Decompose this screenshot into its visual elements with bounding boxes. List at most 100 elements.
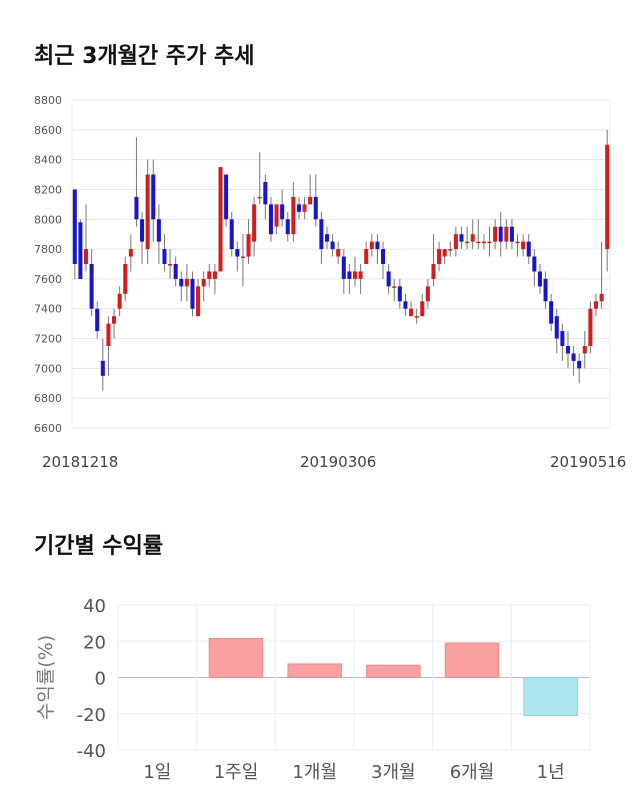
y-tick-label: 8200 — [34, 183, 62, 196]
candle-body — [397, 286, 402, 302]
candle-body — [420, 301, 425, 317]
y-tick-label: 20 — [83, 632, 106, 653]
x-tick-label: 3개월 — [371, 762, 416, 783]
candle-body — [184, 278, 189, 287]
y-tick-label: 8800 — [34, 94, 62, 107]
candle-body — [162, 249, 167, 264]
candle-body — [565, 346, 570, 354]
candle-body — [268, 204, 273, 235]
candle-body — [504, 226, 509, 242]
returns-bar-chart: 40 20 0 -20 -40 1일 1주일 1개월 3개월 6개월 1년 수익률(%) — [35, 596, 591, 783]
candle-body — [543, 278, 548, 302]
candle-body — [605, 144, 610, 250]
candle-body — [308, 196, 313, 205]
candle-body — [324, 234, 330, 242]
candle-body — [358, 271, 363, 279]
candle-body — [425, 286, 430, 302]
candle-body — [168, 264, 173, 266]
candle-body — [207, 271, 212, 279]
y-tick-label: -20 — [77, 705, 106, 726]
bar — [208, 638, 264, 678]
candle-body — [493, 226, 498, 242]
returns-title: 기간별 수익률 — [34, 534, 164, 559]
candle-body — [532, 256, 537, 272]
candle-body — [201, 278, 206, 287]
candle-body — [78, 222, 83, 279]
y-tick-label: 7200 — [34, 333, 62, 346]
candle-body — [190, 278, 195, 309]
candle-body — [381, 249, 386, 264]
y-tick-label: 7800 — [34, 243, 62, 256]
candle-body — [481, 241, 486, 244]
candle-body — [235, 249, 240, 257]
x-label-mid: 20190306 — [300, 453, 376, 471]
candle-body — [319, 219, 324, 250]
candle-body — [123, 264, 128, 294]
candle-body — [100, 360, 105, 376]
y-tick-label: 8600 — [34, 124, 62, 137]
bar-y-ticks: 40 20 0 -20 -40 — [77, 596, 106, 762]
candles — [72, 129, 610, 391]
candle-body — [515, 241, 520, 244]
candle-body — [257, 196, 262, 199]
y-tick-label: 7400 — [34, 303, 62, 316]
x-tick-label: 1일 — [143, 762, 171, 783]
candle-body — [599, 293, 604, 302]
candle-body — [369, 241, 374, 250]
candle-body — [89, 264, 94, 309]
candle-body — [582, 346, 587, 354]
candle-body — [151, 174, 156, 220]
candle-body — [313, 196, 318, 220]
candle-body — [560, 331, 565, 346]
price-trend-title: 최근 3개월간 주가 추세 — [34, 44, 255, 69]
candle-body — [285, 219, 290, 235]
candle-body — [554, 316, 559, 339]
candle-body — [577, 360, 582, 369]
candle-body — [330, 241, 335, 250]
candle-body — [336, 249, 341, 257]
candle-body — [470, 234, 475, 242]
candle-body — [537, 271, 542, 287]
candle-body — [240, 256, 245, 259]
y-axis-label: 수익률(%) — [35, 635, 57, 720]
candle-body — [448, 249, 453, 251]
candle-body — [117, 293, 122, 309]
y-tick-label: 6600 — [34, 422, 62, 435]
candle-body — [403, 301, 408, 309]
candle-body — [72, 189, 77, 264]
candlestick-chart: 8800 8600 8400 8200 8000 7800 7600 7400 7200 7000… — [34, 94, 626, 471]
candle-body — [296, 204, 301, 212]
candle-body — [476, 241, 481, 244]
candle-body — [145, 174, 150, 250]
bars — [208, 638, 578, 717]
y-tick-label: 8000 — [34, 213, 62, 226]
candle-body — [106, 323, 111, 346]
x-label-start: 20181218 — [42, 453, 118, 471]
candle-body — [526, 241, 531, 257]
candle-body — [431, 264, 436, 279]
candle-body — [224, 174, 229, 220]
candle-body — [95, 308, 100, 332]
candle-body — [291, 196, 296, 235]
candle-body — [509, 226, 514, 242]
candle-grid — [71, 99, 611, 429]
bar — [444, 642, 500, 678]
bar-grid — [117, 604, 591, 751]
candle-body — [521, 241, 526, 250]
candle-body — [263, 182, 268, 205]
candle-body — [179, 278, 184, 287]
candle-body — [128, 249, 133, 257]
candle-body — [414, 316, 419, 318]
candle-body — [229, 219, 234, 250]
candle-body — [302, 204, 307, 212]
candle-body — [386, 271, 391, 287]
candle-body — [459, 234, 464, 242]
candle-body — [352, 271, 358, 279]
x-tick-label: 1년 — [537, 762, 565, 783]
y-tick-label: -40 — [77, 741, 106, 762]
bar — [366, 664, 421, 679]
candle-body — [140, 219, 145, 242]
candle-body — [409, 308, 414, 317]
y-tick-label: 8400 — [34, 154, 62, 167]
candle-body — [487, 241, 492, 244]
